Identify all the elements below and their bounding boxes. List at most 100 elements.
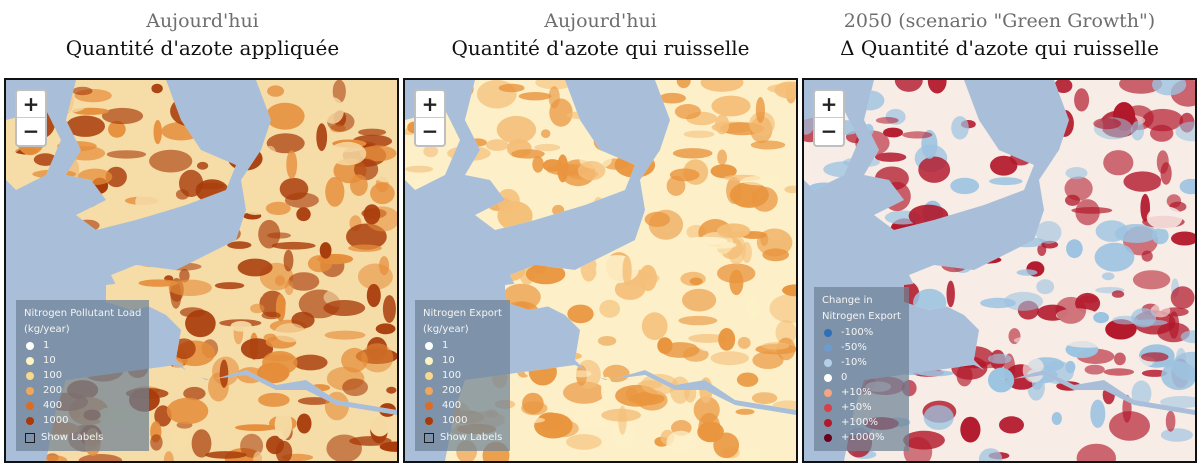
intensity-patch	[325, 176, 345, 207]
intensity-patch	[263, 333, 277, 342]
intensity-patch	[1066, 239, 1083, 259]
legend-label: -100%	[841, 327, 874, 338]
intensity-patch	[197, 161, 209, 170]
legend-item: -50%	[822, 340, 901, 355]
intensity-patch	[179, 268, 190, 283]
intensity-patch	[332, 80, 346, 104]
intensity-patch	[1084, 364, 1105, 375]
intensity-patch	[611, 420, 637, 448]
intensity-patch	[674, 104, 701, 120]
legend-item: 10	[24, 353, 141, 368]
intensity-patch	[379, 256, 390, 276]
intensity-patch	[72, 86, 93, 96]
legend-swatch	[425, 416, 433, 425]
intensity-patch	[163, 451, 174, 461]
intensity-patch	[138, 279, 178, 287]
intensity-patch	[1061, 444, 1075, 461]
intensity-patch	[595, 255, 639, 284]
legend-item: 0	[822, 370, 901, 385]
intensity-patch	[233, 287, 264, 301]
intensity-patch	[1178, 161, 1195, 179]
legend-swatch	[824, 433, 832, 442]
intensity-patch	[755, 97, 765, 123]
intensity-patch	[274, 275, 286, 286]
intensity-patch	[170, 429, 189, 451]
intensity-patch	[804, 113, 815, 135]
intensity-patch	[328, 141, 367, 166]
intensity-patch	[168, 279, 212, 296]
zoom-out-button[interactable]: −	[820, 119, 838, 143]
intensity-patch	[101, 107, 144, 125]
show-labels-label: Show Labels	[440, 432, 503, 443]
intensity-patch	[262, 351, 298, 375]
map-panel-2[interactable]: + − Nitrogen Export (kg/year) 1 10 100 200 400 10…	[403, 78, 798, 463]
intensity-patch	[1123, 171, 1162, 192]
intensity-patch	[288, 272, 320, 291]
intensity-patch	[1103, 150, 1134, 176]
legend-label: 200	[43, 385, 63, 396]
intensity-patch	[191, 429, 212, 458]
legend-item: +100%	[822, 415, 901, 430]
legend-label: 1	[442, 340, 449, 351]
intensity-patch	[542, 159, 563, 172]
intensity-patch	[376, 174, 397, 183]
intensity-patch	[729, 269, 744, 296]
legend-item: -100%	[822, 325, 901, 340]
intensity-patch	[1035, 221, 1062, 244]
zoom-in-button[interactable]: +	[17, 91, 45, 118]
zoom-in-button[interactable]: +	[416, 91, 444, 118]
intensity-patch	[999, 416, 1024, 434]
map-panel-3[interactable]: + − Change in Nitrogen Export -100% -50% -10% 0…	[802, 78, 1197, 463]
intensity-patch	[1131, 308, 1157, 328]
legend-swatch	[824, 358, 832, 367]
intensity-patch	[1085, 162, 1102, 170]
map-panel-1[interactable]: + − Nitrogen Pollutant Load (kg/year) 1 10 100…	[4, 78, 399, 463]
legend-label: 400	[442, 400, 462, 411]
intensity-patch	[683, 130, 715, 138]
intensity-patch	[261, 311, 281, 320]
intensity-patch	[366, 283, 381, 308]
intensity-patch	[599, 299, 621, 318]
zoom-in-button[interactable]: +	[815, 91, 843, 118]
intensity-patch	[405, 165, 434, 173]
intensity-patch	[782, 284, 796, 297]
intensity-patch	[296, 413, 312, 434]
intensity-patch	[541, 129, 551, 138]
intensity-patch	[1079, 295, 1098, 304]
show-labels-toggle[interactable]: Show Labels	[423, 430, 502, 445]
intensity-patch	[1064, 176, 1093, 201]
legend-swatch	[26, 416, 34, 425]
intensity-patch	[1094, 242, 1135, 272]
zoom-control: + −	[414, 89, 446, 147]
intensity-patch	[250, 303, 265, 314]
checkbox[interactable]	[25, 432, 35, 443]
intensity-patch	[923, 405, 954, 430]
legend-title: Nitrogen Export	[822, 311, 901, 322]
intensity-patch	[258, 219, 281, 249]
checkbox[interactable]	[424, 432, 434, 443]
intensity-patch	[275, 440, 293, 461]
zoom-out-button[interactable]: −	[22, 119, 40, 143]
intensity-patch	[678, 315, 718, 326]
intensity-patch	[676, 80, 691, 89]
zoom-out-button[interactable]: −	[421, 119, 439, 143]
intensity-patch	[284, 280, 294, 296]
intensity-patch	[577, 161, 606, 181]
legend-title: Nitrogen Export	[423, 308, 502, 319]
intensity-patch	[359, 145, 397, 162]
intensity-patch	[321, 97, 344, 124]
intensity-patch	[768, 229, 782, 242]
intensity-patch	[1160, 396, 1195, 408]
map-canvas	[804, 80, 1195, 461]
legend-swatch	[26, 401, 34, 410]
intensity-patch	[988, 367, 1015, 393]
intensity-patch	[534, 143, 561, 152]
intensity-patch	[698, 412, 721, 442]
intensity-patch	[135, 187, 178, 216]
intensity-patch	[1179, 178, 1195, 195]
intensity-patch	[65, 115, 105, 137]
legend-label: 1	[43, 340, 50, 351]
intensity-patch	[1160, 162, 1172, 185]
zoom-control: + −	[813, 89, 845, 147]
show-labels-toggle[interactable]: Show Labels	[24, 430, 141, 445]
